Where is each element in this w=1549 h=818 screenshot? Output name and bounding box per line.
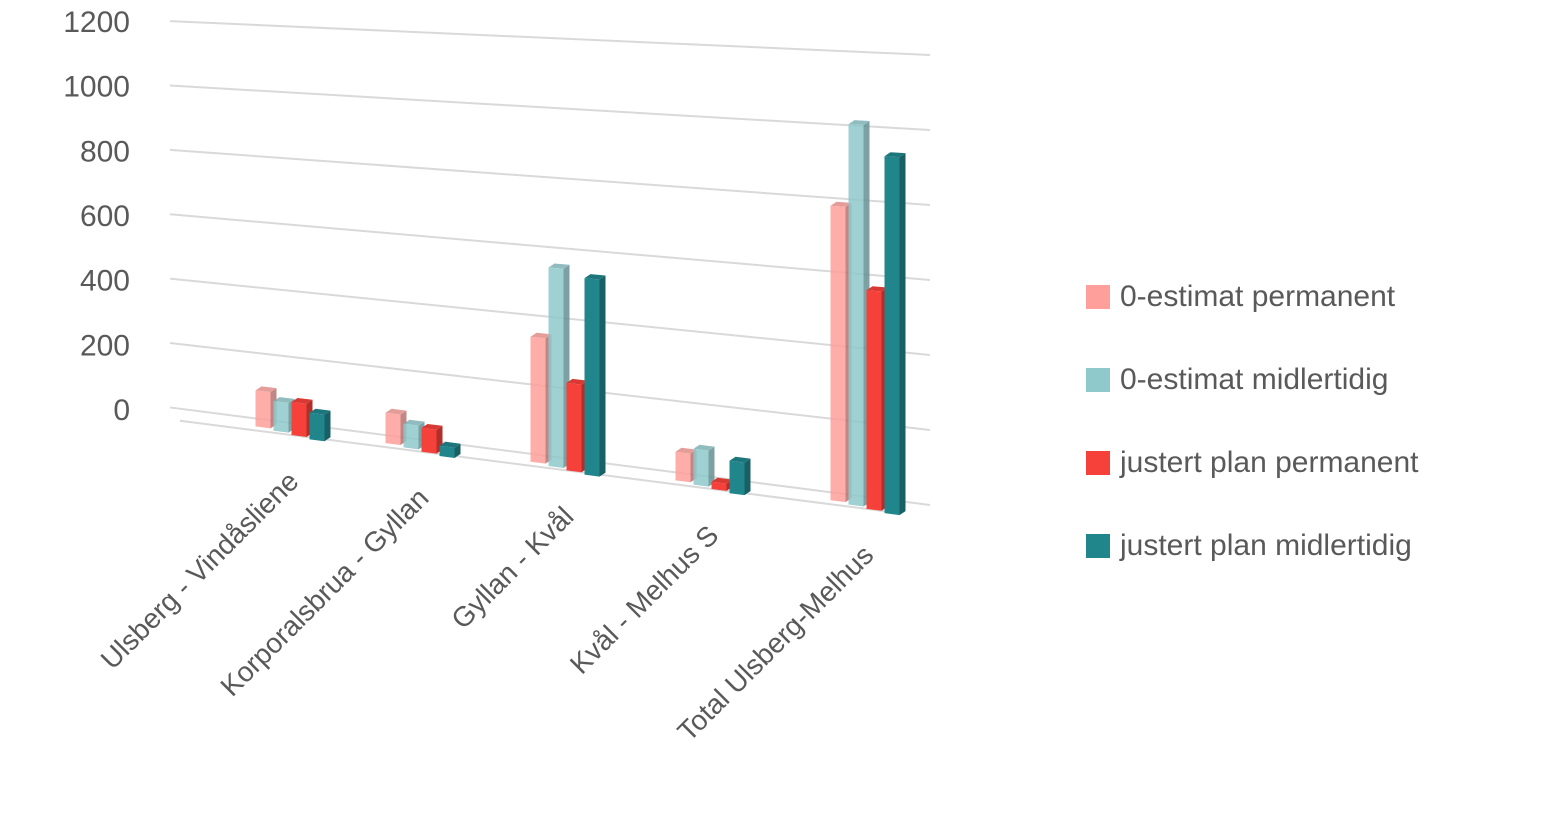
- bar-side: [708, 446, 715, 487]
- bar-front: [273, 401, 289, 433]
- bar: [291, 397, 313, 437]
- bar-front: [309, 412, 325, 442]
- bar-front: [530, 336, 546, 464]
- bar-top: [385, 408, 407, 415]
- y-tick-label: 800: [80, 135, 130, 168]
- x-tick-label: Gyllan - Kvål: [445, 501, 579, 635]
- bar-front: [255, 390, 271, 429]
- legend-label: 0-estimat midlertidig: [1120, 363, 1388, 396]
- bar-front: [385, 412, 401, 446]
- y-tick-label: 400: [80, 265, 130, 298]
- bar-top: [309, 408, 331, 415]
- legend-swatch: [1086, 534, 1110, 558]
- bar-front: [711, 481, 727, 491]
- bar-front: [866, 290, 882, 511]
- bar-front: [675, 451, 691, 483]
- bar-top: [584, 274, 606, 280]
- bar-top: [830, 201, 852, 207]
- bar-front: [421, 427, 437, 454]
- y-tick-label: 1000: [63, 71, 130, 104]
- bar-top: [548, 263, 570, 269]
- bar-side: [744, 458, 751, 496]
- legend-swatch: [1086, 368, 1110, 392]
- bar-top: [439, 441, 461, 448]
- legend-label: justert plan midlertidig: [1119, 529, 1412, 562]
- bar: [729, 456, 751, 496]
- legend-label: 0-estimat permanent: [1120, 280, 1396, 313]
- legend-label: justert plan permanent: [1119, 446, 1419, 479]
- bar: [255, 386, 277, 429]
- bar: [693, 444, 715, 487]
- bar-top: [866, 286, 888, 292]
- bar-front: [403, 423, 419, 450]
- bar-front: [291, 401, 307, 437]
- y-tick-label: 200: [80, 329, 130, 362]
- bar: [439, 441, 461, 458]
- bar-top: [566, 378, 588, 385]
- bar-top: [403, 419, 425, 426]
- bar: [584, 274, 606, 477]
- x-tick-label: Kvål - Melhus S: [564, 519, 725, 680]
- legend-swatch: [1086, 285, 1110, 309]
- x-tick-label: Total Ulsberg-Melhus: [672, 539, 880, 747]
- bar-top: [711, 477, 733, 484]
- bar: [530, 332, 552, 464]
- y-tick-label: 0: [113, 394, 130, 427]
- bar-top: [530, 332, 552, 339]
- bar-top: [848, 120, 870, 125]
- bar: [711, 477, 733, 491]
- bar-front: [584, 278, 600, 477]
- legend-swatch: [1086, 451, 1110, 475]
- bar-side: [599, 275, 606, 477]
- bar-front: [830, 205, 846, 503]
- bar-front: [566, 382, 582, 473]
- bar-side: [899, 153, 906, 516]
- y-tick-label: 600: [80, 200, 130, 233]
- grid-line: [169, 84, 931, 131]
- bar-top: [884, 152, 906, 158]
- bar-side: [324, 410, 331, 442]
- bar-top: [675, 447, 697, 454]
- bar: [548, 263, 570, 468]
- bar-front: [439, 445, 455, 458]
- bar-top: [693, 444, 715, 451]
- bar-top: [291, 397, 313, 404]
- bar: [403, 419, 425, 450]
- bar: [309, 408, 331, 442]
- bar-front: [693, 448, 709, 487]
- bar-front: [848, 124, 864, 507]
- bar-side: [454, 443, 461, 458]
- bar-top: [729, 456, 751, 463]
- bar: [884, 152, 906, 516]
- bar-top: [255, 386, 277, 393]
- bar-front: [884, 156, 900, 516]
- bar: [566, 378, 588, 473]
- bar: [675, 447, 697, 483]
- grid-line: [169, 213, 931, 281]
- y-tick-label: 1200: [63, 6, 130, 39]
- bar: [830, 201, 852, 503]
- bar: [385, 408, 407, 446]
- bar-top: [273, 397, 295, 403]
- bar-top: [421, 423, 443, 430]
- bar: [421, 423, 443, 454]
- bar: [273, 397, 295, 433]
- bar-front: [548, 267, 564, 468]
- bar-front: [729, 460, 745, 496]
- bar: [848, 120, 870, 507]
- bar: [866, 286, 888, 511]
- grid-line: [169, 20, 931, 56]
- grid-line: [169, 148, 931, 206]
